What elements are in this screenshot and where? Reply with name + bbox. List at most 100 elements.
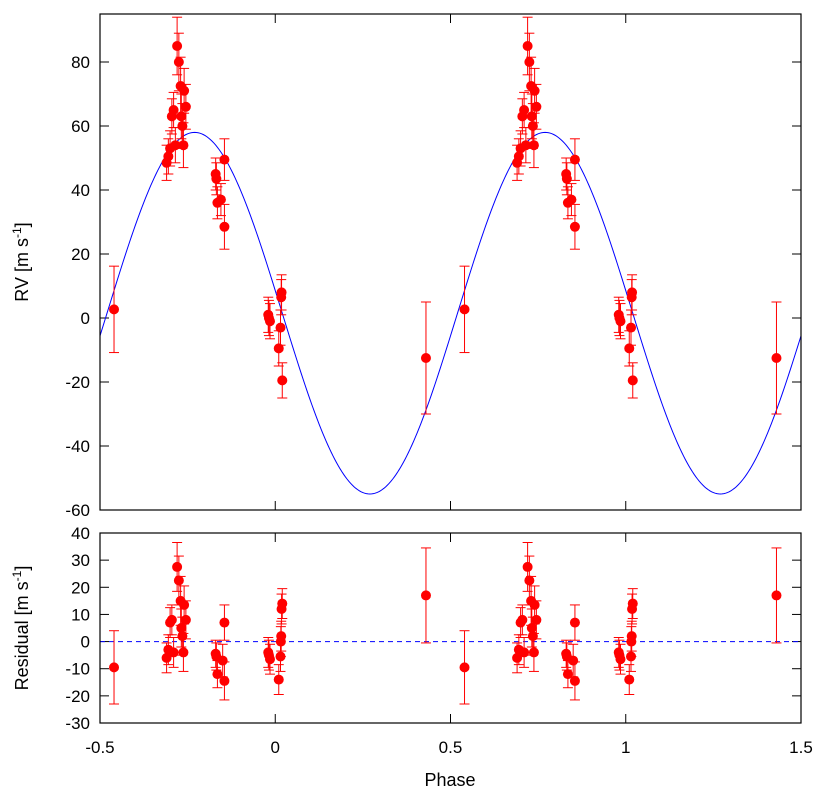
rv-y-tick-label: -60 <box>65 501 90 520</box>
residual-data-point <box>569 617 580 628</box>
residual-data-point <box>517 614 528 625</box>
residual-data-point <box>168 647 179 658</box>
residual-data-point <box>276 631 287 642</box>
rv-model-curve <box>100 131 801 495</box>
residual-y-axis-label-sup: -1 <box>10 570 24 581</box>
residual-y-axis-label-close: ] <box>12 566 32 571</box>
rv-data-point <box>526 111 537 122</box>
rv-data-point <box>771 353 782 363</box>
residual-y-tick-label: -20 <box>65 687 90 706</box>
rv-data-point <box>168 105 179 115</box>
residual-data-point <box>176 623 187 633</box>
rv-data-point <box>176 111 187 122</box>
rv-y-axis-label-sup: -1 <box>10 227 24 238</box>
residual-data-point <box>524 575 535 586</box>
rv-axis-ticks <box>99 14 802 511</box>
residual-y-tick-label: 40 <box>71 524 90 543</box>
residual-data-point <box>420 590 431 601</box>
residual-data-point <box>615 654 626 665</box>
residual-data-point <box>624 674 635 685</box>
residual-data-point <box>173 575 184 586</box>
rv-data-point <box>513 151 524 162</box>
residual-data-point <box>522 561 533 572</box>
rv-data-point <box>219 221 230 232</box>
rv-y-tick-label: 20 <box>71 245 90 264</box>
residual-y-tick-label: 10 <box>71 605 90 624</box>
residual-data-point <box>161 652 172 663</box>
rv-panel: -60 -40 -20 0 20 40 60 80 RV [m s-1] <box>10 13 802 520</box>
residual-data-point <box>264 654 275 665</box>
rv-y-tick-label: 60 <box>71 117 90 136</box>
rv-y-tick-label: 40 <box>71 181 90 200</box>
rv-data-point <box>275 322 286 333</box>
rv-data-point <box>172 41 183 51</box>
phase-x-tick-label: -0.5 <box>85 738 114 757</box>
phase-x-tick-label: 0.5 <box>439 738 463 757</box>
residual-y-tick-labels: -30 -20 -10 0 10 20 30 40 <box>65 524 90 733</box>
rv-data-point <box>420 353 431 363</box>
residual-data-point <box>519 647 530 658</box>
residual-data-point <box>180 614 191 625</box>
rv-data-point <box>276 287 287 298</box>
residual-axis-ticks <box>99 532 802 724</box>
residual-data-point <box>459 662 470 673</box>
residual-data-point <box>172 561 183 572</box>
rv-data-point <box>624 343 635 354</box>
residual-data-point <box>526 623 537 633</box>
residual-data-point <box>217 655 228 666</box>
rv-plot-frame <box>99 13 802 511</box>
rv-data-point <box>211 173 222 184</box>
residual-data-point <box>568 655 579 666</box>
rv-data-point <box>264 316 275 327</box>
residual-y-axis-label-main: Residual [m s <box>12 581 32 690</box>
rv-data-points <box>109 16 782 415</box>
rv-data-point <box>277 375 288 386</box>
residual-y-tick-label: -30 <box>65 714 90 733</box>
rv-data-point <box>170 140 181 151</box>
residual-data-point <box>277 598 288 609</box>
residual-y-axis-label: Residual [m s-1] <box>10 566 32 691</box>
rv-data-point <box>528 140 539 151</box>
rv-data-point <box>531 101 542 112</box>
phase-x-tick-label: 0 <box>271 738 280 757</box>
residual-data-point <box>528 647 539 658</box>
residual-data-point <box>512 652 523 663</box>
rv-data-point <box>529 85 540 96</box>
residual-data-point <box>529 599 540 610</box>
residual-data-point <box>627 598 638 609</box>
residual-data-point <box>771 590 782 601</box>
rv-y-tick-label: -20 <box>65 373 90 392</box>
rv-y-tick-label: 0 <box>81 309 90 328</box>
rv-data-point <box>627 375 638 386</box>
residual-data-point <box>273 674 284 685</box>
rv-y-tick-labels: -60 -40 -20 0 20 40 60 80 <box>65 53 90 520</box>
rv-data-point <box>215 194 226 205</box>
residual-y-tick-label: 20 <box>71 578 90 597</box>
rv-y-axis-label: RV [m s-1] <box>10 222 32 301</box>
residual-data-point <box>109 662 120 673</box>
rv-data-point <box>524 57 535 67</box>
residual-data-point <box>569 675 580 686</box>
residual-data-point <box>178 647 189 658</box>
residual-data-points <box>109 542 782 705</box>
rv-y-tick-label: -40 <box>65 437 90 456</box>
rv-data-point <box>626 322 637 333</box>
rv-data-point <box>527 121 538 131</box>
residual-data-point <box>166 614 177 625</box>
rv-y-axis-label-close: ] <box>12 222 32 227</box>
x-axis-label: Phase <box>424 770 475 790</box>
rv-data-point <box>273 343 284 354</box>
rv-data-point <box>519 105 530 115</box>
rv-data-point <box>459 304 470 315</box>
rv-data-point <box>178 140 189 151</box>
residual-data-point <box>219 617 230 628</box>
rv-data-point <box>219 154 230 165</box>
residual-y-tick-label: 30 <box>71 551 90 570</box>
rv-data-point <box>627 287 638 298</box>
residual-data-point <box>531 614 542 625</box>
rv-y-tick-label: 80 <box>71 53 90 72</box>
rv-data-point <box>520 140 531 151</box>
residual-plot-frame <box>99 532 802 724</box>
residual-data-point <box>626 631 637 642</box>
